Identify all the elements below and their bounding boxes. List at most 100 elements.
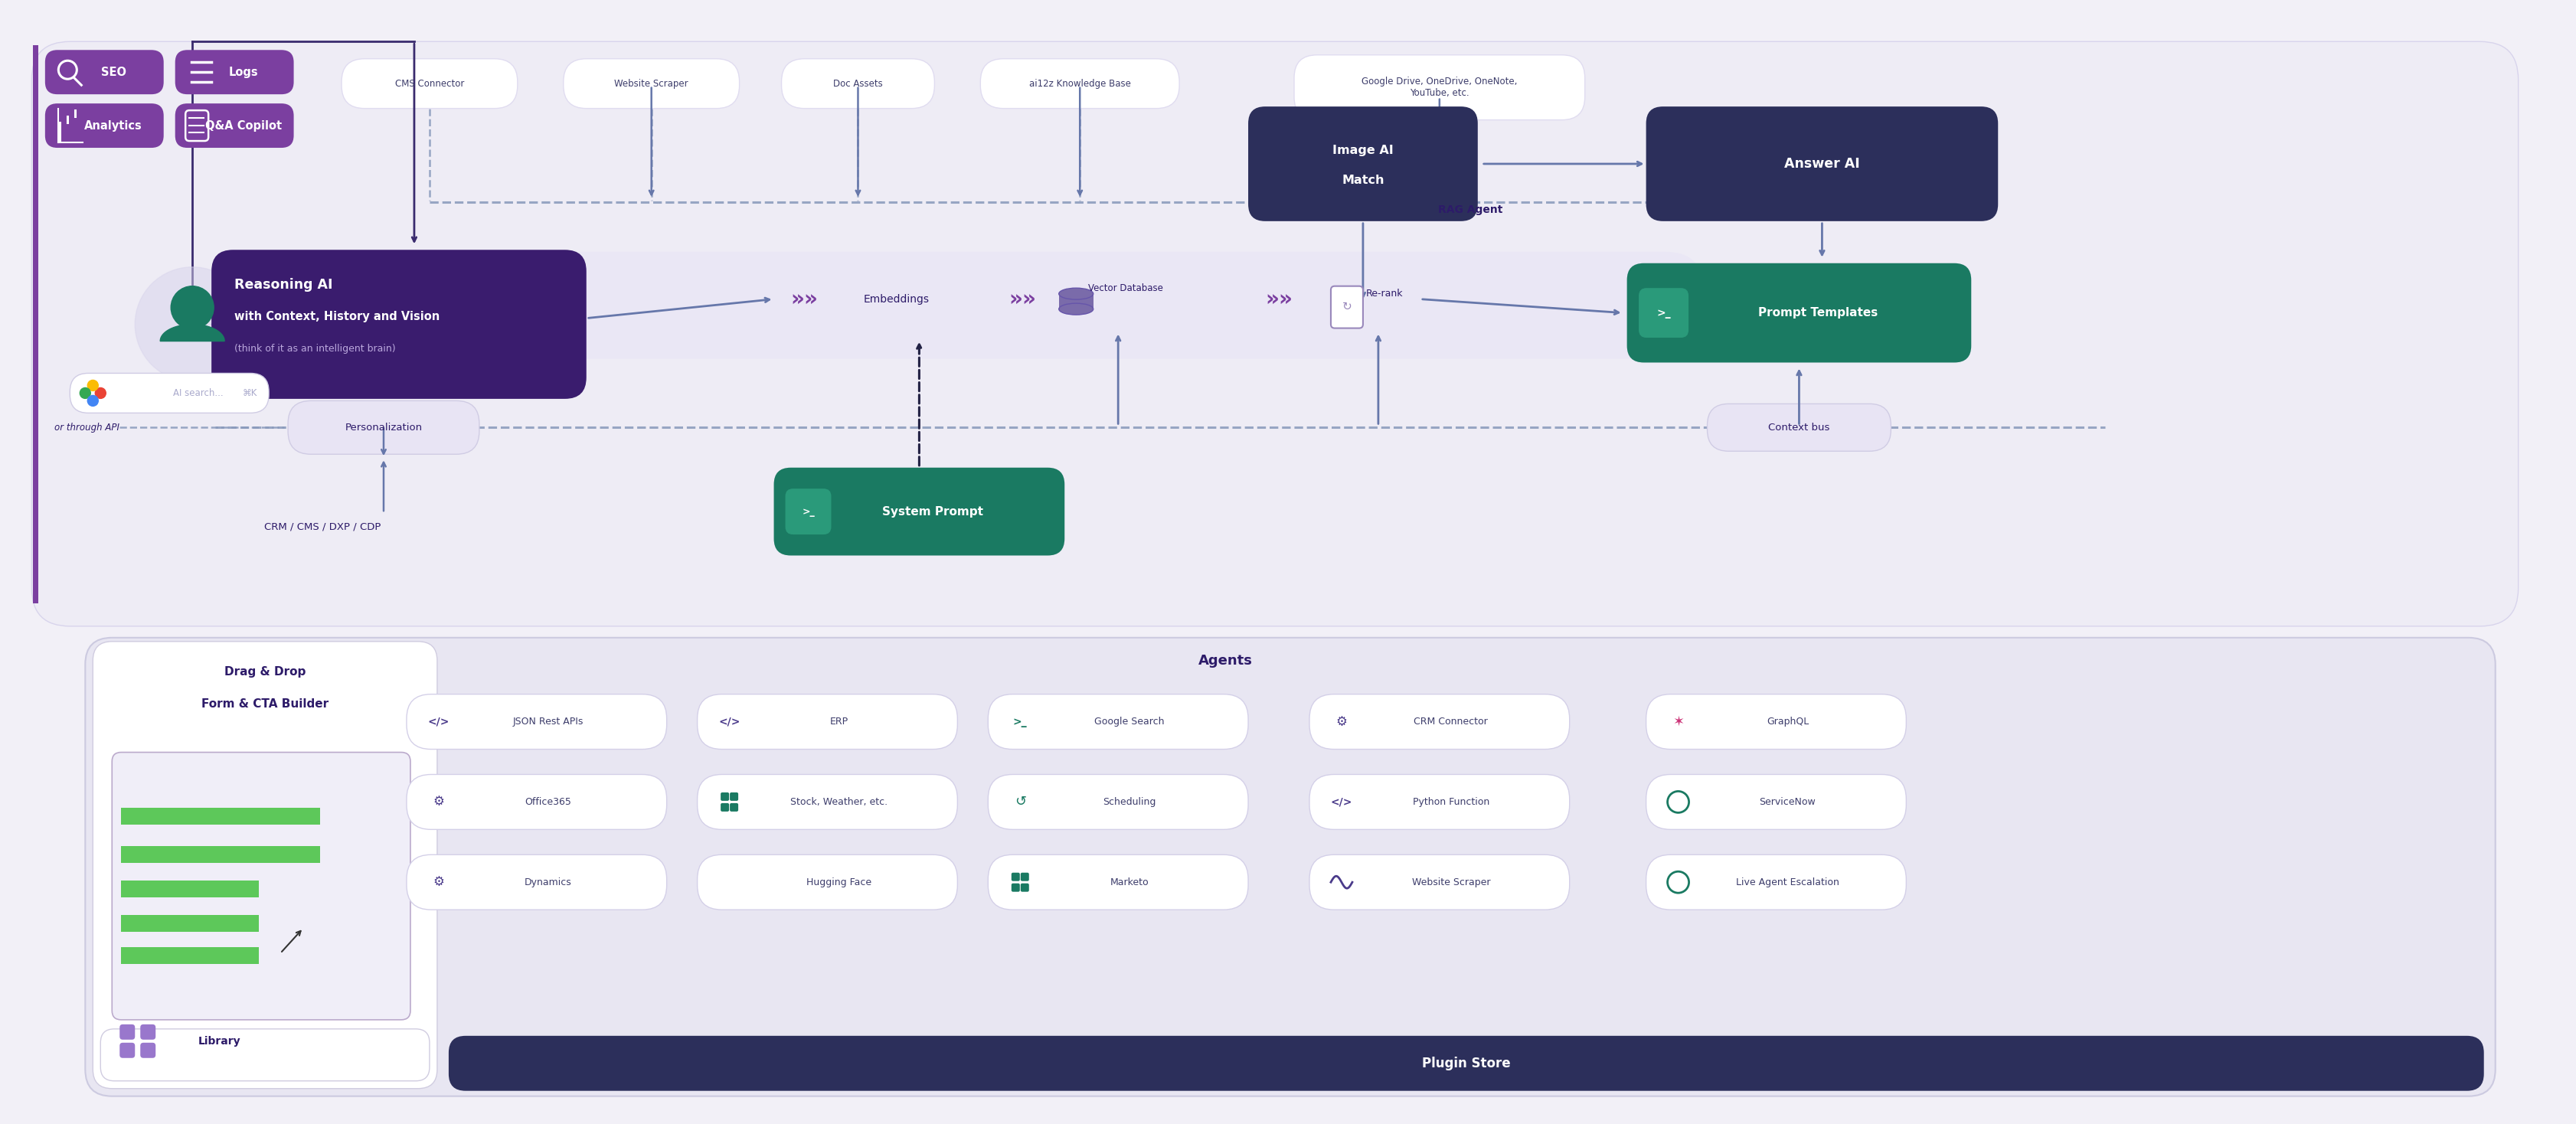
Text: JSON Rest APIs: JSON Rest APIs bbox=[513, 717, 585, 727]
FancyBboxPatch shape bbox=[1020, 883, 1028, 891]
FancyBboxPatch shape bbox=[139, 1024, 155, 1040]
FancyBboxPatch shape bbox=[1012, 883, 1020, 891]
FancyBboxPatch shape bbox=[44, 103, 165, 147]
FancyBboxPatch shape bbox=[118, 1024, 134, 1040]
FancyBboxPatch shape bbox=[1309, 774, 1569, 830]
Ellipse shape bbox=[1059, 303, 1092, 315]
Text: (think of it as an intelligent brain): (think of it as an intelligent brain) bbox=[234, 344, 397, 354]
Text: </>: </> bbox=[428, 716, 451, 727]
FancyBboxPatch shape bbox=[698, 854, 958, 909]
Text: Q&A Copilot: Q&A Copilot bbox=[206, 120, 281, 132]
Text: Doc Assets: Doc Assets bbox=[832, 79, 884, 89]
FancyBboxPatch shape bbox=[121, 808, 319, 825]
Text: Personalization: Personalization bbox=[345, 423, 422, 433]
Text: »»: »» bbox=[791, 289, 819, 310]
Text: Scheduling: Scheduling bbox=[1103, 797, 1157, 807]
Text: ai12z Knowledge Base: ai12z Knowledge Base bbox=[1028, 79, 1131, 89]
FancyBboxPatch shape bbox=[407, 774, 667, 830]
FancyBboxPatch shape bbox=[786, 489, 832, 535]
FancyBboxPatch shape bbox=[1646, 854, 1906, 909]
Text: Website Scraper: Website Scraper bbox=[616, 79, 688, 89]
Text: ⚙: ⚙ bbox=[433, 795, 446, 809]
FancyBboxPatch shape bbox=[1638, 288, 1687, 337]
FancyBboxPatch shape bbox=[698, 774, 958, 830]
Text: Agents: Agents bbox=[1198, 654, 1252, 668]
Text: Drag & Drop: Drag & Drop bbox=[224, 667, 307, 678]
FancyBboxPatch shape bbox=[448, 1036, 2483, 1090]
Text: Plugin Store: Plugin Store bbox=[1422, 1057, 1510, 1070]
Text: GraphQL: GraphQL bbox=[1767, 717, 1808, 727]
Ellipse shape bbox=[1059, 288, 1092, 299]
Text: Google Drive, OneDrive, OneNote,
YouTube, etc.: Google Drive, OneDrive, OneNote, YouTube… bbox=[1363, 76, 1517, 98]
FancyBboxPatch shape bbox=[100, 1028, 430, 1081]
FancyBboxPatch shape bbox=[781, 58, 935, 108]
Text: »»: »» bbox=[1010, 289, 1036, 310]
FancyBboxPatch shape bbox=[85, 637, 2496, 1096]
Text: CRM / CMS / DXP / CDP: CRM / CMS / DXP / CDP bbox=[265, 522, 381, 532]
Polygon shape bbox=[160, 325, 224, 342]
FancyBboxPatch shape bbox=[729, 804, 739, 812]
FancyBboxPatch shape bbox=[564, 58, 739, 108]
FancyBboxPatch shape bbox=[1059, 293, 1092, 309]
FancyBboxPatch shape bbox=[175, 49, 294, 94]
Text: ServiceNow: ServiceNow bbox=[1759, 797, 1816, 807]
Text: Context bus: Context bus bbox=[1767, 423, 1829, 433]
FancyBboxPatch shape bbox=[721, 804, 729, 812]
FancyBboxPatch shape bbox=[211, 250, 587, 399]
FancyBboxPatch shape bbox=[111, 752, 410, 1019]
FancyBboxPatch shape bbox=[407, 695, 667, 750]
Text: ✶: ✶ bbox=[1672, 715, 1685, 728]
Text: Reasoning AI: Reasoning AI bbox=[234, 278, 332, 291]
Text: ERP: ERP bbox=[829, 717, 848, 727]
Circle shape bbox=[88, 396, 98, 406]
FancyBboxPatch shape bbox=[44, 49, 165, 94]
FancyBboxPatch shape bbox=[1293, 55, 1584, 120]
FancyBboxPatch shape bbox=[121, 948, 260, 964]
FancyBboxPatch shape bbox=[698, 695, 958, 750]
FancyBboxPatch shape bbox=[289, 401, 479, 454]
Text: Re-rank: Re-rank bbox=[1365, 289, 1404, 299]
Text: Library: Library bbox=[198, 1036, 240, 1046]
FancyBboxPatch shape bbox=[1628, 263, 1971, 363]
FancyBboxPatch shape bbox=[139, 1043, 155, 1058]
Text: Analytics: Analytics bbox=[85, 120, 142, 132]
Text: AI search...: AI search... bbox=[173, 388, 224, 398]
Text: </>: </> bbox=[1332, 797, 1352, 807]
Text: Answer AI: Answer AI bbox=[1785, 157, 1860, 171]
FancyBboxPatch shape bbox=[773, 468, 1064, 555]
Text: SEO: SEO bbox=[100, 66, 126, 78]
Text: Office365: Office365 bbox=[526, 797, 572, 807]
FancyBboxPatch shape bbox=[1646, 774, 1906, 830]
FancyBboxPatch shape bbox=[1012, 872, 1020, 881]
FancyBboxPatch shape bbox=[1708, 404, 1891, 451]
FancyBboxPatch shape bbox=[343, 58, 518, 108]
FancyBboxPatch shape bbox=[121, 881, 260, 897]
Text: System Prompt: System Prompt bbox=[884, 506, 984, 517]
FancyBboxPatch shape bbox=[1249, 107, 1479, 221]
Text: ↻: ↻ bbox=[1342, 301, 1352, 312]
Text: Marketo: Marketo bbox=[1110, 877, 1149, 887]
Text: Website Scraper: Website Scraper bbox=[1412, 877, 1492, 887]
FancyBboxPatch shape bbox=[981, 58, 1180, 108]
Text: ⌘K: ⌘K bbox=[242, 388, 258, 398]
FancyBboxPatch shape bbox=[31, 42, 2519, 626]
Text: Stock, Weather, etc.: Stock, Weather, etc. bbox=[791, 797, 889, 807]
FancyBboxPatch shape bbox=[729, 792, 739, 800]
Text: Form & CTA Builder: Form & CTA Builder bbox=[201, 698, 330, 710]
Text: ⚙: ⚙ bbox=[433, 876, 446, 889]
FancyBboxPatch shape bbox=[1309, 854, 1569, 909]
FancyBboxPatch shape bbox=[118, 1043, 134, 1058]
Circle shape bbox=[95, 388, 106, 398]
Text: Google Search: Google Search bbox=[1095, 717, 1164, 727]
Text: CRM Connector: CRM Connector bbox=[1414, 717, 1489, 727]
FancyBboxPatch shape bbox=[1646, 107, 1999, 221]
Text: ↺: ↺ bbox=[1015, 795, 1025, 809]
Text: >_: >_ bbox=[1656, 308, 1672, 318]
FancyBboxPatch shape bbox=[989, 695, 1249, 750]
Text: Logs: Logs bbox=[229, 66, 258, 78]
FancyBboxPatch shape bbox=[121, 915, 260, 932]
FancyBboxPatch shape bbox=[175, 103, 294, 147]
Text: Python Function: Python Function bbox=[1412, 797, 1489, 807]
FancyBboxPatch shape bbox=[1020, 872, 1028, 881]
Text: Dynamics: Dynamics bbox=[526, 877, 572, 887]
